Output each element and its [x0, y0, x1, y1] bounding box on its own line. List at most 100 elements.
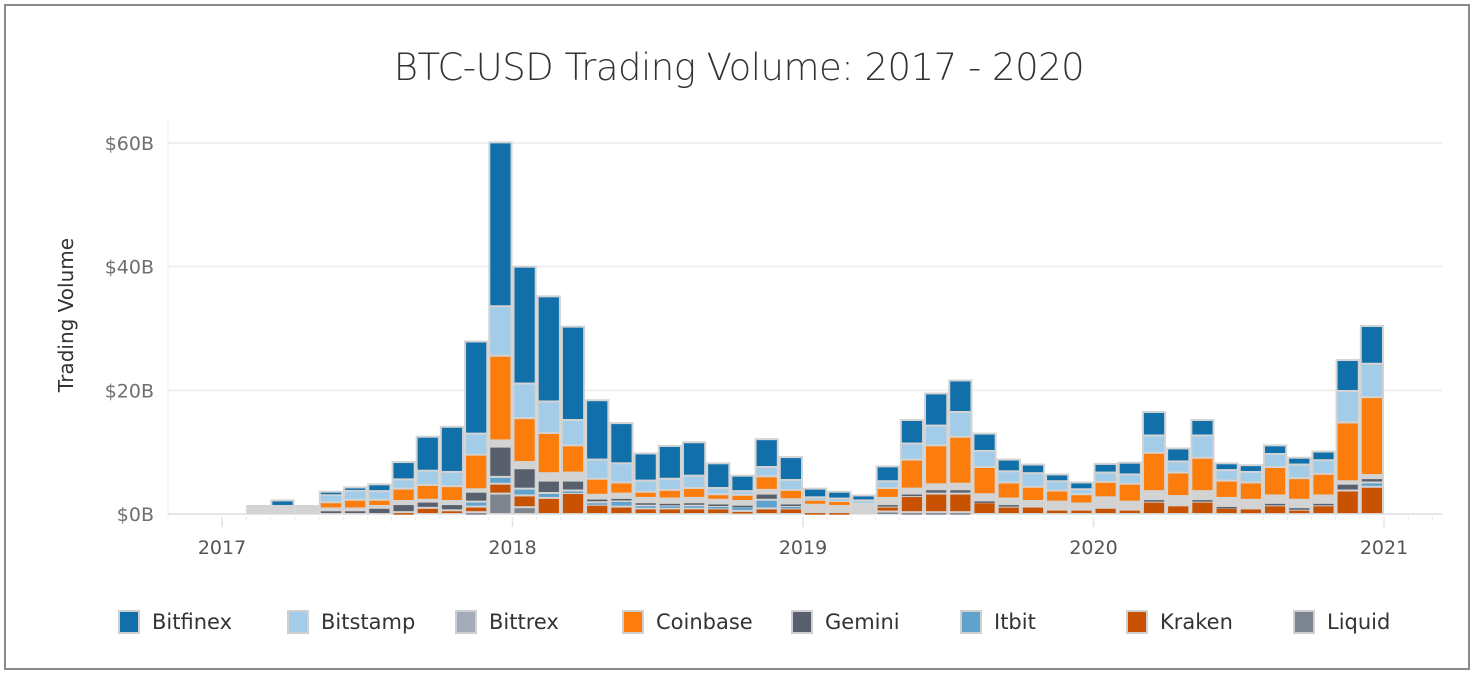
bar-segment-coinbase	[1361, 398, 1382, 475]
bar-segment-itbit	[1361, 483, 1382, 486]
bar-segment-kraken	[829, 513, 850, 515]
bar-segment-coinbase	[926, 446, 947, 484]
bar-segment-gemini	[1313, 503, 1334, 506]
bar-segment-bitstamp	[780, 480, 801, 489]
bar-stack	[657, 444, 682, 514]
bar-segment-bitstamp	[320, 495, 342, 502]
bar-segment-coinbase	[732, 495, 753, 501]
bar-segment-coinbase	[345, 500, 366, 508]
bar-stack	[1069, 481, 1094, 514]
legend-swatch	[1126, 610, 1148, 634]
bar-segment-kraken	[514, 496, 535, 507]
bar-segment-bitstamp	[1240, 472, 1261, 482]
y-axis-label: Trading Volume	[54, 238, 78, 393]
bar-segment-kraken	[756, 509, 777, 513]
bar-segment-bitfinex	[1361, 327, 1382, 363]
bar-segment-coinbase	[369, 500, 390, 505]
bar-segment-coinbase	[1337, 423, 1358, 481]
bar-segment-kraken	[901, 497, 923, 512]
bar-segment-coinbase	[1047, 491, 1068, 501]
bar-segment-coinbase	[1168, 473, 1189, 496]
bar-stack	[1141, 410, 1167, 514]
bar-segment-coinbase	[659, 490, 680, 498]
bar-segment-gemini	[369, 508, 390, 513]
bar-segment-bitstamp	[1337, 391, 1358, 422]
bar-segment-gemini	[1289, 508, 1310, 510]
bar-segment-gemini	[466, 492, 487, 501]
bar-segment-coinbase	[829, 502, 850, 505]
bar-segment-gemini	[950, 490, 971, 493]
bar-stack	[778, 456, 803, 514]
bar-segment-bitstamp	[1022, 474, 1044, 486]
bar-segment-kraken	[1264, 506, 1286, 513]
legend-item-kraken[interactable]: Kraken	[1126, 604, 1233, 640]
bar-stack	[924, 392, 949, 515]
bar-segment-coinbase	[1119, 484, 1140, 501]
chart-frame	[4, 4, 1470, 670]
legend-item-coinbase[interactable]: Coinbase	[622, 604, 753, 640]
bar-segment-bitstamp	[393, 480, 414, 488]
gridlines	[167, 118, 1442, 518]
legend-swatch	[455, 610, 477, 634]
bar-stack	[439, 425, 465, 514]
legend-item-itbit[interactable]: Itbit	[960, 604, 1036, 640]
bar-segment-bitfinex	[853, 496, 874, 500]
bar-segment-bitfinex	[974, 434, 995, 450]
bar-segment-kraken	[441, 511, 463, 513]
bar-segment-itbit	[708, 506, 729, 509]
bar-segment-liquid	[950, 513, 971, 515]
x-tick-label: 2021	[1360, 537, 1408, 559]
legend-item-gemini[interactable]: Gemini	[791, 604, 900, 640]
bar-segment-coinbase	[1264, 468, 1286, 495]
bar-stack	[899, 419, 925, 515]
bar-segment-gemini	[756, 494, 777, 499]
bar-segment-bitstamp	[901, 444, 923, 459]
bar-stack	[1020, 463, 1046, 514]
bar-segment-coinbase	[756, 477, 777, 489]
bar-stack	[948, 379, 973, 515]
bar-segment-kraken	[1168, 506, 1189, 513]
bar-segment-bitstamp	[708, 489, 729, 494]
bar-segment-coinbase	[1289, 479, 1310, 499]
bar-segment-bitstamp	[659, 479, 680, 489]
bar-segment-gemini	[635, 503, 656, 505]
bar-segment-bitfinex	[417, 437, 438, 470]
legend-item-bitfinex[interactable]: Bitfinex	[118, 604, 232, 640]
chart-title: BTC-USD Trading Volume: 2017 - 2020	[393, 46, 1085, 89]
bar-segment-itbit	[514, 489, 535, 495]
bar-segment-itbit	[587, 503, 608, 505]
bar-segment-kraken	[732, 511, 753, 514]
bar-segment-kraken	[708, 509, 729, 513]
legend-label: Itbit	[994, 610, 1036, 634]
bar-segment-gemini	[683, 503, 705, 505]
bar-segment-gemini	[708, 504, 729, 506]
bar-segment-bitfinex	[1289, 458, 1310, 464]
bar-segment-bitfinex	[805, 489, 826, 497]
bar-segment-kraken	[1361, 487, 1382, 513]
bar-segment-bitfinex	[683, 443, 705, 475]
legend-item-bitstamp[interactable]: Bitstamp	[287, 604, 415, 640]
legend-item-liquid[interactable]: Liquid	[1293, 604, 1390, 640]
bar-segment-gemini	[441, 505, 463, 510]
bar-segment-bitfinex	[1313, 452, 1334, 460]
bar-segment-kraken	[1047, 510, 1068, 513]
bar-segment-bitstamp	[756, 468, 777, 476]
bar-segment-gemini	[345, 511, 366, 513]
x-tick-label: 2019	[779, 537, 827, 559]
bar-segment-liquid	[901, 513, 923, 515]
bar-stack	[1166, 447, 1191, 514]
bar-stack	[681, 441, 707, 514]
legend-label: Coinbase	[656, 610, 753, 634]
bar-segment-gemini	[1361, 479, 1382, 482]
bar-stack	[1287, 456, 1312, 514]
bar-stack	[706, 462, 731, 514]
bar-segment-bitfinex	[1143, 412, 1165, 435]
bar-segment-kraken	[1119, 510, 1140, 513]
legend-item-bittrex[interactable]: Bittrex	[455, 604, 559, 640]
bar-segment-bitstamp	[1264, 455, 1286, 467]
bar-segment-kraken	[1240, 509, 1261, 513]
bar-segment-bitfinex	[926, 394, 947, 425]
y-tick-label: $0B	[117, 504, 154, 526]
legend-label: Bittrex	[489, 610, 559, 634]
